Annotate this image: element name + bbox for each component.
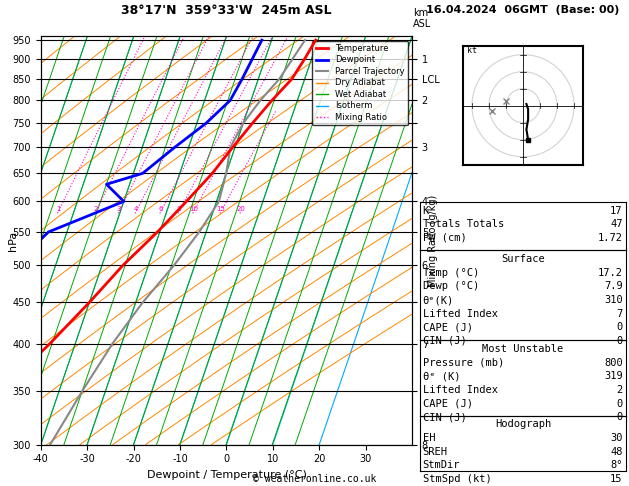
Text: 319: 319 [604, 371, 623, 382]
Text: SREH: SREH [423, 447, 448, 457]
Text: 6: 6 [159, 206, 163, 212]
Text: Pressure (mb): Pressure (mb) [423, 358, 504, 368]
Text: StmDir: StmDir [423, 460, 460, 470]
Legend: Temperature, Dewpoint, Parcel Trajectory, Dry Adiabat, Wet Adiabat, Isotherm, Mi: Temperature, Dewpoint, Parcel Trajectory… [313, 41, 408, 125]
Text: PW (cm): PW (cm) [423, 233, 467, 243]
X-axis label: Dewpoint / Temperature (°C): Dewpoint / Temperature (°C) [147, 470, 306, 480]
Text: 15: 15 [610, 474, 623, 484]
Text: 0: 0 [616, 412, 623, 422]
Text: Dewp (°C): Dewp (°C) [423, 281, 479, 292]
Text: 2: 2 [616, 385, 623, 395]
Text: θᵉ(K): θᵉ(K) [423, 295, 454, 305]
Text: 15: 15 [216, 206, 225, 212]
Text: EH: EH [423, 433, 435, 443]
Text: 47: 47 [610, 219, 623, 229]
Text: 8°: 8° [610, 460, 623, 470]
Text: Most Unstable: Most Unstable [482, 344, 564, 354]
Text: 310: 310 [604, 295, 623, 305]
Text: 38°17'N  359°33'W  245m ASL: 38°17'N 359°33'W 245m ASL [121, 4, 331, 17]
Text: CAPE (J): CAPE (J) [423, 399, 472, 409]
Text: StmSpd (kt): StmSpd (kt) [423, 474, 491, 484]
Text: 3: 3 [116, 206, 121, 212]
Text: 17: 17 [610, 206, 623, 216]
Text: 7.9: 7.9 [604, 281, 623, 292]
Text: km
ASL: km ASL [413, 8, 431, 29]
Text: 17.2: 17.2 [598, 268, 623, 278]
Text: 800: 800 [604, 358, 623, 368]
Text: 8: 8 [177, 206, 181, 212]
Text: kt: kt [467, 46, 477, 55]
Text: 30: 30 [610, 433, 623, 443]
Text: θᵉ (K): θᵉ (K) [423, 371, 460, 382]
Text: 1.72: 1.72 [598, 233, 623, 243]
Text: 0: 0 [616, 322, 623, 332]
Text: Lifted Index: Lifted Index [423, 309, 498, 319]
Text: 2: 2 [93, 206, 97, 212]
Text: 16.04.2024  06GMT  (Base: 00): 16.04.2024 06GMT (Base: 00) [426, 4, 620, 15]
Text: 7: 7 [616, 309, 623, 319]
Text: 0: 0 [616, 336, 623, 346]
Text: hPa: hPa [8, 230, 18, 251]
Text: Lifted Index: Lifted Index [423, 385, 498, 395]
Text: Totals Totals: Totals Totals [423, 219, 504, 229]
Text: Surface: Surface [501, 254, 545, 264]
Text: 20: 20 [237, 206, 245, 212]
Text: 48: 48 [610, 447, 623, 457]
Text: © weatheronline.co.uk: © weatheronline.co.uk [253, 473, 376, 484]
Text: CAPE (J): CAPE (J) [423, 322, 472, 332]
Text: Temp (°C): Temp (°C) [423, 268, 479, 278]
Text: 10: 10 [189, 206, 198, 212]
Text: Hodograph: Hodograph [495, 419, 551, 430]
Text: CIN (J): CIN (J) [423, 412, 467, 422]
Text: Mixing Ratio (g/kg): Mixing Ratio (g/kg) [428, 194, 438, 287]
Text: 4: 4 [133, 206, 138, 212]
Text: CIN (J): CIN (J) [423, 336, 467, 346]
Text: K: K [423, 206, 429, 216]
Text: 0: 0 [616, 399, 623, 409]
Text: 1: 1 [56, 206, 60, 212]
